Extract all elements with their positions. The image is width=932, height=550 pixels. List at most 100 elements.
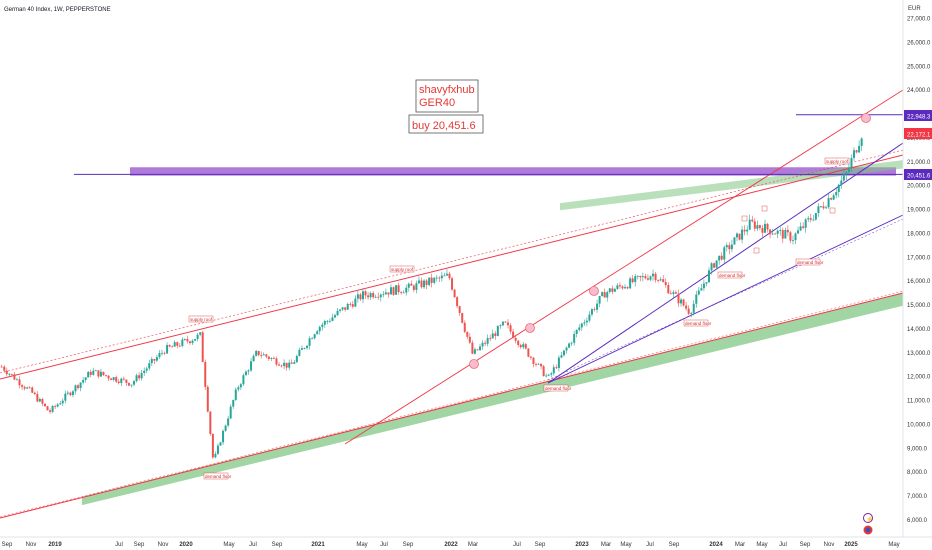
candle-body <box>102 371 105 376</box>
candle-body <box>517 340 520 345</box>
candle-body <box>173 342 176 347</box>
x-tick-label: May <box>888 542 899 548</box>
candle-body <box>369 292 372 298</box>
candle-body <box>105 375 108 376</box>
candle-body <box>611 288 614 292</box>
candle-body <box>74 385 77 392</box>
candle-body <box>542 366 545 377</box>
candle-body <box>209 411 212 434</box>
y-tick-label: 19,000.0 <box>907 208 931 214</box>
candle-body <box>443 275 446 277</box>
candle-body <box>46 406 49 411</box>
zone-tag-box <box>188 315 214 323</box>
candle-body <box>94 370 97 372</box>
candle-body <box>827 198 830 208</box>
candle-body <box>598 296 601 304</box>
candle-body <box>763 223 766 233</box>
candle-body <box>588 314 591 321</box>
candle-body <box>776 230 779 234</box>
candle-body <box>669 293 672 295</box>
candle-body <box>794 233 797 241</box>
candle-body <box>54 406 57 407</box>
candle-body <box>420 280 423 288</box>
x-tick-label: Mar <box>735 542 745 548</box>
replay-icon[interactable] <box>863 525 873 535</box>
candle-body <box>608 288 611 293</box>
candle-body <box>845 172 848 175</box>
candle-body <box>659 279 662 281</box>
x-tick-label: Sep <box>2 542 13 548</box>
candle-body <box>326 320 329 322</box>
candle-body <box>819 206 822 208</box>
price-axis[interactable]: 6,000.0 7,000.0 8,000.0 9,000.0 10,000.0 11,0… <box>907 17 931 524</box>
candle-body <box>313 334 316 339</box>
demand-zone-green-upper <box>560 160 903 211</box>
candle-body <box>155 357 158 361</box>
trend-line <box>0 149 904 374</box>
candle-body <box>519 344 522 348</box>
candle-body <box>636 275 639 277</box>
zone-tag: demand floor <box>203 472 232 480</box>
candle-body <box>28 387 31 389</box>
trend-line <box>547 142 904 384</box>
candle-body <box>466 331 469 337</box>
small-marker-box <box>741 215 748 222</box>
candle-body <box>232 399 235 407</box>
candle-body <box>285 362 288 368</box>
candle-body <box>412 285 415 290</box>
zone-tag-box <box>203 472 229 480</box>
candle-body <box>504 321 507 323</box>
candle-body <box>188 341 191 344</box>
note-box-author[interactable]: shavyfxhub GER40 <box>415 79 479 113</box>
y-tick-label: 21,000.0 <box>907 160 931 166</box>
candle-body <box>229 406 232 419</box>
note-box-buy[interactable]: buy 20,451.6 <box>408 114 484 134</box>
candle-body <box>89 371 92 375</box>
candle-body <box>181 339 184 346</box>
candle-body <box>26 387 29 389</box>
candle-body <box>822 206 825 209</box>
candle-body <box>280 365 283 367</box>
candle-body <box>568 343 571 348</box>
candle-body <box>122 378 125 380</box>
price-tag-level: 20,451.6 <box>904 169 932 180</box>
candle-body <box>473 349 476 354</box>
candle-body <box>140 373 143 379</box>
candle-body <box>657 280 660 281</box>
candle-body <box>733 237 736 245</box>
candle-body <box>799 226 802 231</box>
candle-body <box>804 219 807 228</box>
zone-tag-box <box>795 258 821 266</box>
candle-body <box>687 308 690 314</box>
candle-body <box>3 366 6 371</box>
candle-body <box>252 355 255 362</box>
alert-icon[interactable]: ⚡ <box>863 513 874 524</box>
candle-body <box>771 233 774 235</box>
note-buy-text: buy 20,451.6 <box>412 120 476 132</box>
touch-point-marker <box>469 359 479 369</box>
candle-body <box>713 263 716 268</box>
candle-body <box>145 368 148 371</box>
candle-body <box>59 403 62 405</box>
candle-body <box>171 346 174 348</box>
y-tick-label: 7,000.0 <box>907 494 928 500</box>
trend-line <box>547 218 904 381</box>
candle-body <box>825 207 828 209</box>
candle-body <box>234 389 237 400</box>
demand-zone-green <box>82 292 903 506</box>
candle-body <box>748 219 751 230</box>
candle-body <box>718 255 721 261</box>
candle-body <box>242 375 245 385</box>
candle-body <box>224 425 227 431</box>
x-tick-label: 2024 <box>709 542 723 548</box>
candle-body <box>0 366 3 368</box>
candle-body <box>196 334 199 340</box>
candle-body <box>97 370 100 377</box>
candle-body <box>573 333 576 343</box>
candle-body <box>410 283 413 286</box>
candle-body <box>494 333 497 336</box>
candle-body <box>445 273 448 276</box>
candle-body <box>402 292 405 294</box>
candle-body <box>262 354 265 356</box>
time-axis[interactable]: Sep Nov 2019 Jul Sep Nov 2020 May Jul Sep 2021 May J… <box>2 542 900 548</box>
